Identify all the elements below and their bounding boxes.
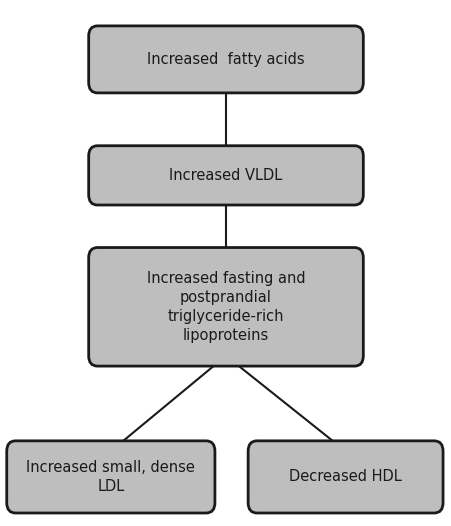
- FancyBboxPatch shape: [88, 26, 363, 93]
- Text: Increased  fatty acids: Increased fatty acids: [147, 52, 304, 67]
- Text: Increased VLDL: Increased VLDL: [169, 168, 282, 183]
- FancyBboxPatch shape: [248, 441, 442, 513]
- Text: Increased fasting and
postprandial
triglyceride-rich
lipoproteins: Increased fasting and postprandial trigl…: [147, 270, 304, 343]
- FancyBboxPatch shape: [88, 248, 363, 366]
- FancyBboxPatch shape: [88, 146, 363, 205]
- Text: Increased small, dense
LDL: Increased small, dense LDL: [26, 460, 195, 494]
- FancyBboxPatch shape: [7, 441, 215, 513]
- Text: Decreased HDL: Decreased HDL: [289, 469, 401, 484]
